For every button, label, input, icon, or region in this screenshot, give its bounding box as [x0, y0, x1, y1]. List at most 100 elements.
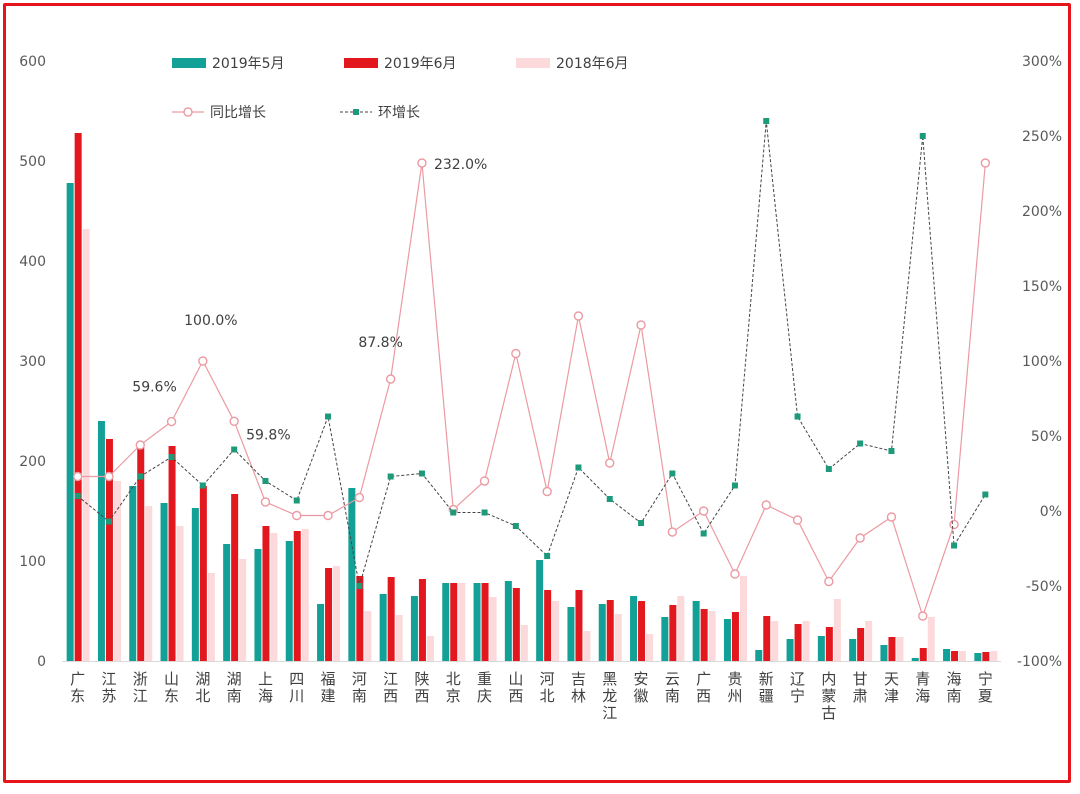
bar: [293, 531, 301, 661]
yoy-growth-point: [792, 515, 803, 525]
bar: [364, 611, 372, 661]
x-tick-label: 山东: [164, 670, 179, 705]
bar: [544, 590, 552, 661]
bar: [426, 636, 434, 661]
yoy-growth-point: [292, 510, 302, 521]
bar: [160, 503, 168, 661]
bar: [661, 617, 669, 661]
bar: [458, 583, 466, 661]
bar: [82, 229, 90, 661]
qoq-growth-point: [105, 518, 112, 525]
y-right-tick-label: -100%: [1017, 654, 1062, 670]
qoq-growth-point: [794, 413, 801, 420]
bar: [794, 624, 802, 661]
y-left-tick-label: 600: [19, 54, 46, 70]
bar: [97, 421, 105, 661]
x-tick-label: 福建: [321, 670, 336, 705]
qoq-growth-point: [74, 493, 81, 499]
bar: [990, 651, 998, 661]
qoq-growth-point: [168, 454, 175, 460]
bar: [723, 619, 731, 661]
qoq-growth-point: [293, 497, 300, 504]
y-right-tick-label: 0%: [1040, 504, 1062, 520]
bar: [974, 653, 982, 661]
bar: [919, 648, 927, 661]
yoy-growth-point: [135, 440, 145, 450]
bar: [552, 601, 560, 661]
x-tick-label: 广东: [70, 670, 85, 705]
bar: [285, 541, 293, 661]
qoq-growth-point: [418, 470, 425, 477]
bar: [301, 529, 309, 661]
legend-label: 同比增长: [210, 105, 266, 121]
x-tick-label: 辽宁: [790, 670, 805, 705]
x-tick-label: 海南: [947, 670, 962, 705]
bar: [880, 645, 888, 661]
bar: [669, 605, 677, 661]
bar: [504, 581, 512, 661]
bar: [638, 601, 646, 661]
bar: [199, 486, 207, 661]
bar: [739, 576, 747, 661]
bar: [520, 625, 528, 661]
bar: [817, 636, 825, 661]
bar: [833, 599, 841, 661]
bar: [207, 573, 215, 661]
yoy-growth-point: [918, 611, 928, 621]
bar: [348, 488, 356, 661]
bar: [379, 594, 387, 661]
x-tick-label: 江苏: [101, 670, 116, 705]
yoy-growth-point: [104, 471, 114, 482]
yoy-growth-point: [886, 512, 897, 522]
bar: [239, 559, 247, 661]
yoy-growth-point: [855, 533, 865, 543]
y-right-tick-label: -50%: [1026, 579, 1062, 595]
x-tick-label: 吉林: [571, 670, 586, 705]
yoy-growth-point: [698, 506, 709, 516]
x-tick-label: 北京: [446, 670, 461, 705]
data-label: 100.0%: [184, 313, 237, 329]
qoq-growth-point: [231, 446, 238, 453]
bar: [176, 526, 184, 661]
yoy-growth-point: [605, 458, 615, 468]
bar: [113, 481, 121, 661]
bar: [333, 566, 341, 661]
qoq-growth-point: [857, 440, 864, 447]
bar: [270, 533, 278, 661]
yoy-growth-point: [761, 500, 771, 510]
x-tick-label: 广西: [696, 670, 711, 705]
bar: [606, 600, 614, 661]
bar: [231, 494, 239, 661]
yoy-growth-point: [980, 158, 991, 168]
y-left-tick-label: 300: [19, 354, 46, 370]
yoy-growth-point: [636, 320, 646, 330]
bar: [66, 183, 74, 661]
x-tick-label: 湖北: [195, 670, 210, 705]
bar: [129, 486, 137, 661]
bar: [700, 609, 708, 661]
bar: [473, 583, 481, 661]
qoq-growth-point: [888, 448, 895, 454]
y-left-tick-label: 0: [37, 654, 46, 670]
bar: [849, 639, 857, 661]
x-tick-label: 青海: [915, 670, 930, 705]
legend-marker: [183, 107, 193, 117]
bar: [145, 506, 153, 661]
qoq-growth-point: [356, 583, 363, 589]
x-tick-label: 云南: [665, 670, 680, 705]
y-left-tick-label: 100: [19, 554, 46, 570]
bar: [74, 133, 82, 661]
bar: [763, 616, 771, 661]
bar: [418, 579, 426, 661]
bar: [387, 577, 395, 661]
data-label: 87.8%: [358, 335, 402, 351]
bar: [105, 439, 113, 661]
bar: [959, 651, 967, 661]
y-right-tick-label: 150%: [1022, 279, 1062, 295]
y-right-tick-label: 100%: [1022, 354, 1062, 370]
bar: [731, 612, 739, 661]
yoy-growth-point: [385, 374, 396, 384]
x-tick-label: 天津: [884, 670, 899, 705]
qoq-growth-point: [982, 491, 989, 498]
bar: [630, 596, 638, 661]
